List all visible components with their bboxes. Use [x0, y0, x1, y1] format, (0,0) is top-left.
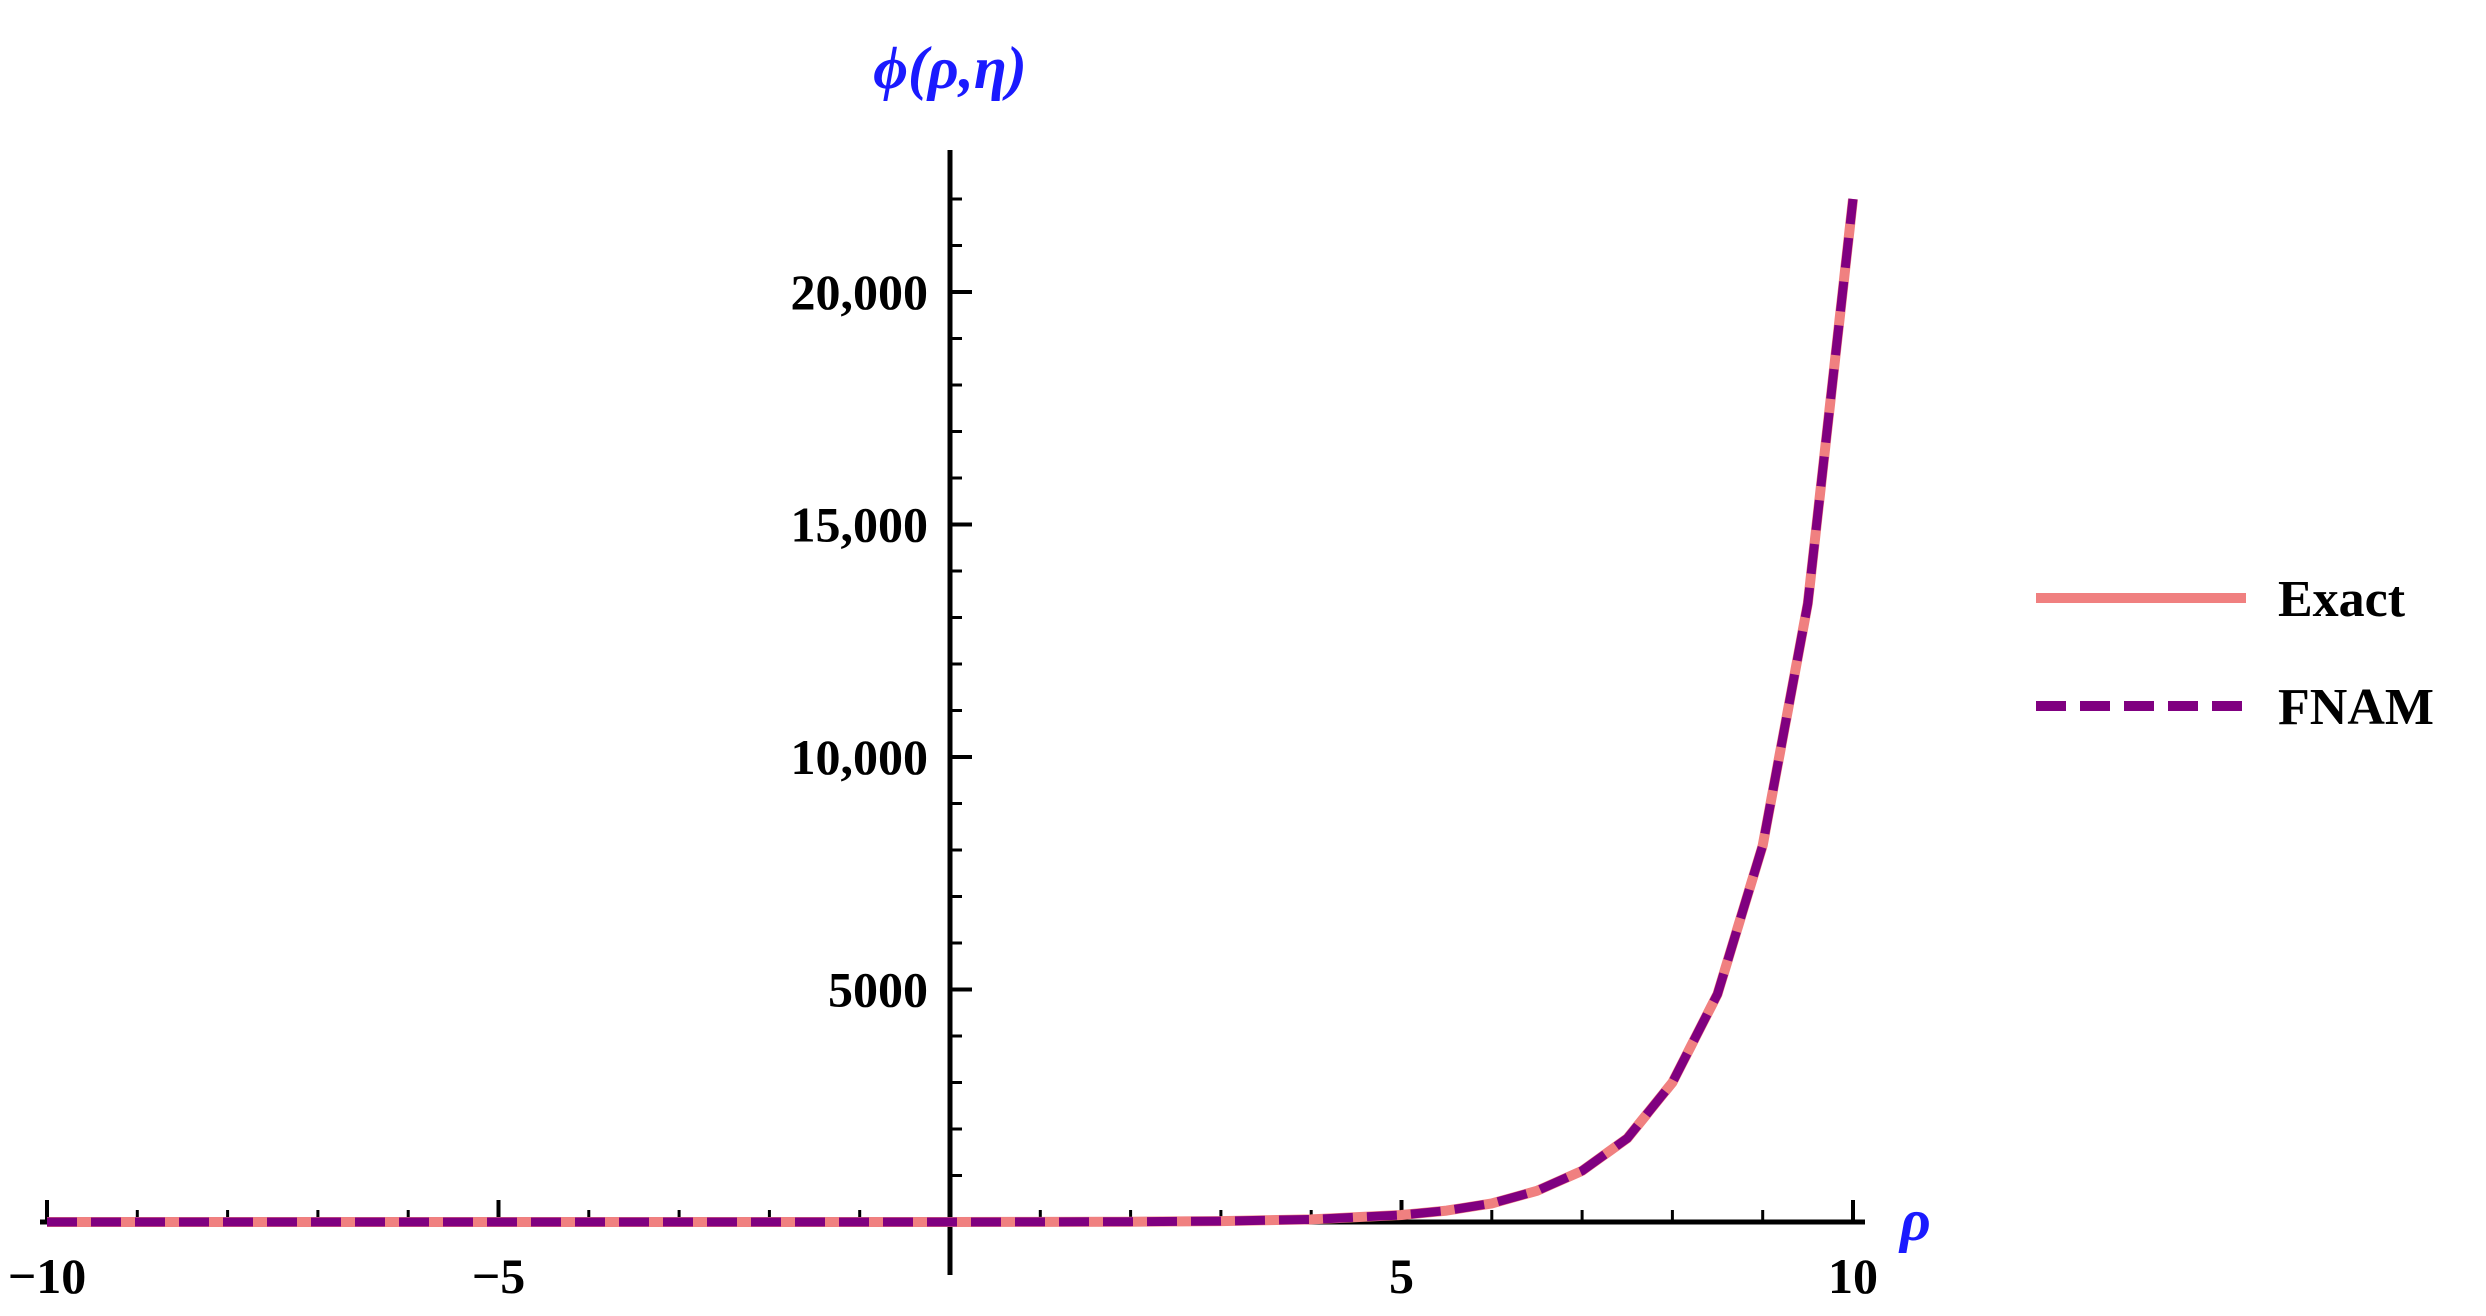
y-tick-label: 15,000 — [791, 497, 929, 553]
y-tick-label: 20,000 — [791, 264, 929, 320]
y-tick-label: 10,000 — [791, 729, 929, 785]
y-tick-label: 5000 — [828, 962, 928, 1018]
y-axis-label: ϕ(ρ,η) — [873, 35, 1027, 101]
x-tick-label: 10 — [1828, 1248, 1878, 1304]
x-tick-label: −5 — [472, 1248, 526, 1304]
legend-label-fnam: FNAM — [2278, 679, 2434, 736]
legend: Exact FNAM — [2036, 571, 2434, 736]
x-tick-labels: −10 −5 5 10 — [8, 1248, 1878, 1304]
y-ticks — [950, 197, 972, 1177]
y-tick-labels: 5000 10,000 15,000 20,000 — [791, 264, 929, 1018]
x-axis-label: ρ — [1898, 1187, 1931, 1253]
x-tick-label: 5 — [1389, 1248, 1414, 1304]
legend-label-exact: Exact — [2278, 571, 2406, 628]
series-line-fnam — [47, 198, 1858, 1227]
series-layer — [47, 198, 1858, 1227]
x-tick-label: −10 — [8, 1248, 87, 1304]
